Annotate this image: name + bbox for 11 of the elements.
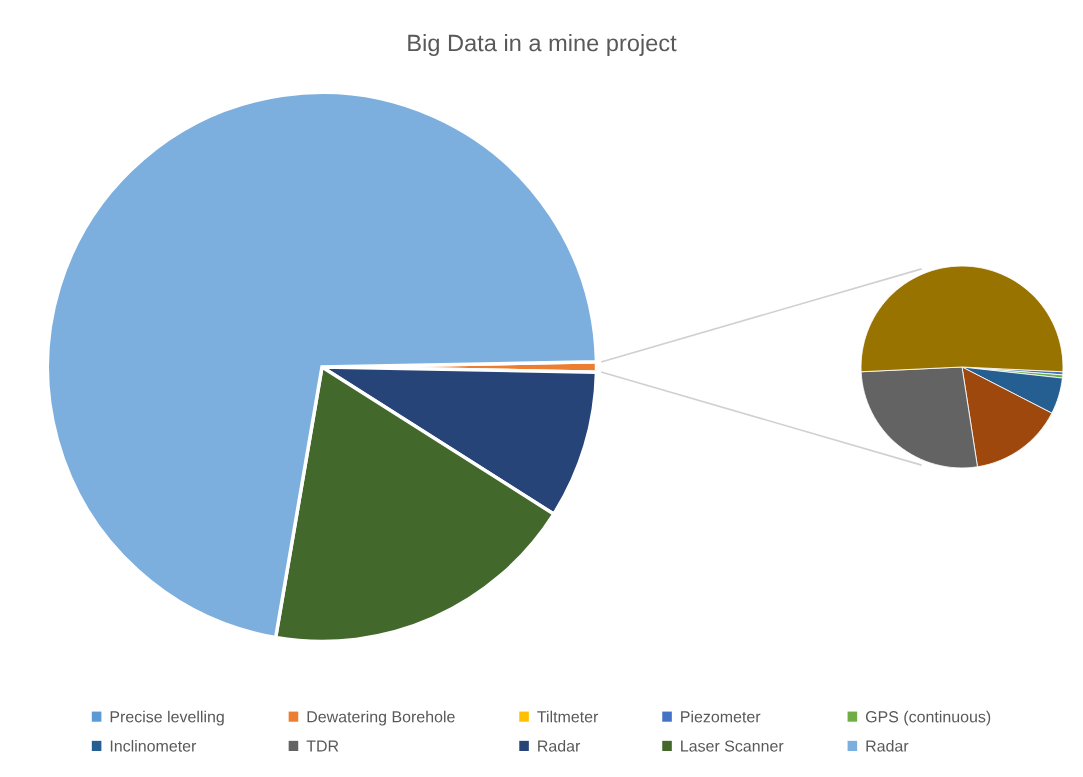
legend-label: Tiltmeter bbox=[537, 710, 599, 723]
chart-title: Big Data in a mine project bbox=[408, 34, 677, 56]
legend-label: Piezometer bbox=[681, 710, 761, 723]
legend-label: Radar bbox=[866, 739, 909, 752]
legend-label: Inclinometer bbox=[110, 739, 197, 752]
legend-label: Laser Scanner bbox=[681, 740, 784, 752]
legend-label: Precise levelling bbox=[110, 710, 224, 726]
legend-label: GPS (continuous) bbox=[865, 710, 991, 726]
legend-label: TDR bbox=[306, 740, 339, 752]
legend-label: Radar bbox=[538, 739, 581, 752]
legend-label: Dewatering Borehole bbox=[307, 710, 455, 726]
